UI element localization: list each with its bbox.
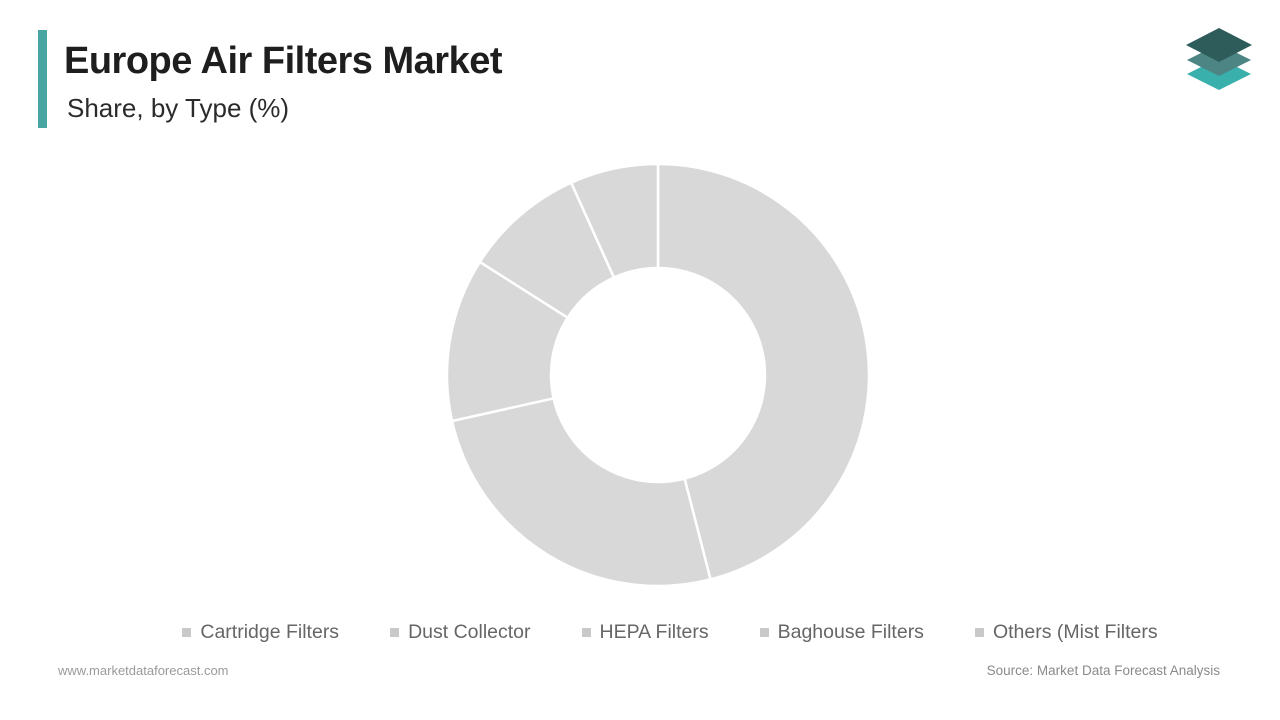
legend-item-hepa-filters[interactable]: HEPA Filters (581, 621, 709, 644)
legend-label: Dust Collector (408, 621, 531, 643)
donut-chart (445, 162, 871, 588)
legend-label: HEPA Filters (599, 621, 709, 643)
title-accent-bar (38, 30, 47, 128)
legend-square-icon (182, 628, 192, 637)
legend-square-icon (581, 628, 591, 637)
donut-segment-0[interactable] (656, 162, 871, 581)
page-title: Europe Air Filters Market (64, 40, 503, 82)
legend-item-dust-collector[interactable]: Dust Collector (390, 621, 531, 644)
website-url: www.marketdataforecast.com (58, 663, 229, 678)
legend-square-icon (974, 628, 984, 637)
legend-label: Cartridge Filters (200, 621, 340, 643)
legend-item-cartridge-filters[interactable]: Cartridge Filters (182, 621, 339, 644)
donut-segment-4[interactable] (569, 162, 660, 280)
donut-segment-1[interactable] (450, 396, 712, 588)
legend-item-others-mist-filters[interactable]: Others (Mist Filters (974, 621, 1158, 644)
market-data-forecast-logo (1185, 28, 1253, 92)
chart-legend: Cartridge Filters Dust Collector HEPA Fi… (30, 621, 1280, 644)
logo-layer-top (1186, 28, 1252, 62)
legend-square-icon (759, 628, 769, 637)
page-subtitle: Share, by Type (%) (67, 93, 290, 123)
legend-label: Baghouse Filters (777, 621, 924, 643)
layers-icon (1186, 28, 1252, 90)
source-attribution: Source: Market Data Forecast Analysis (986, 663, 1220, 678)
legend-label: Others (Mist Filters (992, 621, 1158, 643)
donut-chart-area (445, 162, 871, 588)
legend-item-baghouse-filters[interactable]: Baghouse Filters (759, 621, 924, 644)
legend-square-icon (390, 628, 400, 637)
